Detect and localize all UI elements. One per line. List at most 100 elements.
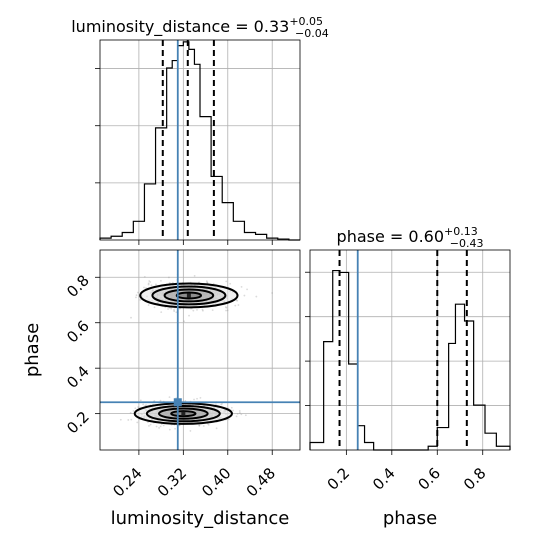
density-sample-point — [153, 306, 156, 309]
density-sample-point — [168, 276, 170, 279]
density-contour — [175, 291, 203, 300]
density-contour — [170, 410, 197, 418]
hist-luminosity-distance-title: luminosity_distance = 0.33+0.05 −0.04 — [71, 15, 329, 40]
density-sample-point — [149, 423, 152, 426]
density-sample-point — [227, 418, 230, 421]
density-xtick-label: 0.40 — [198, 464, 234, 500]
hist-phase-bin-bar — [310, 443, 324, 450]
density-sample-point — [147, 304, 150, 306]
hist-phase-title: phase = 0.60+0.13 −0.43 — [337, 225, 484, 250]
hist-ld-bin-bar — [167, 68, 173, 240]
hist-luminosity-distance-panel: luminosity_distance = 0.33+0.05 −0.04 — [71, 15, 329, 245]
hist-ld-bin-bar — [144, 184, 155, 240]
density-sample-point — [240, 413, 243, 416]
density-sample-point — [196, 308, 198, 311]
density-sample-point — [119, 418, 122, 421]
density-sample-point — [246, 288, 248, 291]
density-sample-point — [143, 286, 145, 289]
density-sample-point — [211, 309, 214, 312]
hist-phase-bin-bar — [449, 343, 456, 450]
y-axis-label-phase: phase — [22, 323, 43, 377]
density-sample-point — [224, 306, 227, 308]
density-sample-point — [147, 283, 150, 286]
hist-phase-panel: phase = 0.60+0.13 −0.43 0.2 0.4 0.6 0.8 phas… — [305, 225, 511, 529]
density-sample-point — [134, 407, 137, 410]
hist-phase-bin-bar — [340, 272, 349, 450]
density-sample-point — [149, 281, 152, 283]
density-contour — [158, 407, 209, 420]
density-sample-point — [188, 314, 190, 317]
density-sample-point — [150, 284, 153, 287]
density-sample-point — [173, 308, 175, 311]
hist-ld-bin-bar — [133, 221, 144, 240]
density-ytick-label: 0.6 — [63, 317, 93, 347]
density-sample-point — [193, 398, 195, 401]
density-xtick-label: 0.32 — [154, 464, 190, 500]
density-sample-point — [130, 316, 132, 319]
hist-phase-bin-bar — [474, 405, 485, 450]
density-sample-point — [225, 309, 227, 312]
density-sample-point — [243, 294, 246, 297]
hist-phase-bin-bar — [333, 271, 340, 450]
density-sample-point — [235, 415, 238, 418]
density-sample-point — [201, 308, 204, 311]
density-sample-point — [232, 409, 234, 412]
density-sample-point — [175, 311, 178, 314]
hist-luminosity-distance-frame — [99, 39, 301, 241]
density-sample-point — [183, 320, 185, 323]
hist-phase-bin-bar — [485, 433, 496, 450]
density-sample-point — [159, 425, 162, 428]
hist-phase-title-main: phase = 0.60 — [337, 227, 444, 246]
density-sample-point — [173, 310, 176, 313]
density-sample-point — [215, 403, 217, 406]
density-peak — [181, 411, 186, 416]
density-sample-point — [167, 308, 169, 310]
density-sample-point — [158, 427, 160, 429]
hist-phase-bin-bar — [437, 428, 448, 450]
density-ytick-label: 0.8 — [63, 271, 93, 301]
x-axis-label-phase: phase — [383, 508, 437, 529]
hist-luminosity-distance-title-main: luminosity_distance = 0.33 — [71, 17, 289, 37]
hist-ld-bin-bar — [156, 128, 167, 240]
density-sample-point — [155, 283, 157, 286]
density-sample-point — [198, 424, 201, 427]
density-sample-point — [207, 423, 210, 426]
density-sample-point — [168, 281, 171, 284]
density-sample-point — [130, 418, 133, 421]
density-sample-point — [238, 410, 241, 412]
density-contour — [151, 285, 227, 306]
density-contour — [145, 404, 221, 423]
density-sample-point — [178, 307, 181, 310]
density-sample-point — [127, 419, 130, 421]
density-sample-point — [202, 309, 204, 312]
density-sample-point — [229, 282, 232, 285]
density-sample-point — [226, 309, 229, 312]
hist-phase-frame — [309, 249, 511, 451]
density-xtick-label: 0.48 — [243, 464, 279, 500]
density-sample-point — [178, 424, 181, 427]
density-sample-point — [135, 296, 137, 299]
hist-luminosity-distance-title-plus: +0.05 — [289, 15, 323, 28]
hist-ld-bin-bar — [194, 64, 200, 240]
density-sample-point — [162, 424, 165, 427]
hist-ld-bin-bar — [244, 233, 255, 240]
density-sample-point — [221, 402, 223, 405]
density-xtick-label: 0.24 — [109, 464, 145, 500]
density-2d-frame — [99, 249, 301, 451]
density-sample-point — [244, 414, 247, 417]
density-sample-point — [142, 403, 145, 406]
density-sample-point — [196, 397, 198, 400]
density-peak — [186, 293, 191, 298]
hist-ld-step-line — [99, 41, 300, 241]
hist-ld-bin-bar — [256, 234, 267, 240]
density-sample-point — [143, 276, 146, 278]
density-sample-point — [139, 399, 142, 402]
density-contour — [139, 282, 239, 309]
hist-phase-bin-bar — [358, 426, 365, 450]
density-sample-point — [206, 281, 209, 284]
density-sample-point — [239, 412, 241, 414]
hist-ld-bin-bar — [233, 221, 244, 240]
hist-phase-bin-bar — [455, 304, 464, 450]
hist-phase-bin-bar — [496, 446, 510, 450]
density-sample-point — [160, 311, 163, 314]
